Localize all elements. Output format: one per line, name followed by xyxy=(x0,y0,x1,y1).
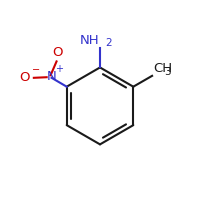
Text: 3: 3 xyxy=(165,67,171,77)
Text: +: + xyxy=(55,64,63,74)
Text: −: − xyxy=(32,65,40,75)
Text: CH: CH xyxy=(153,62,172,75)
Text: 2: 2 xyxy=(106,38,112,48)
Text: NH: NH xyxy=(80,34,100,47)
Text: O: O xyxy=(52,46,63,59)
Text: N: N xyxy=(47,70,56,83)
Text: O: O xyxy=(19,71,30,84)
